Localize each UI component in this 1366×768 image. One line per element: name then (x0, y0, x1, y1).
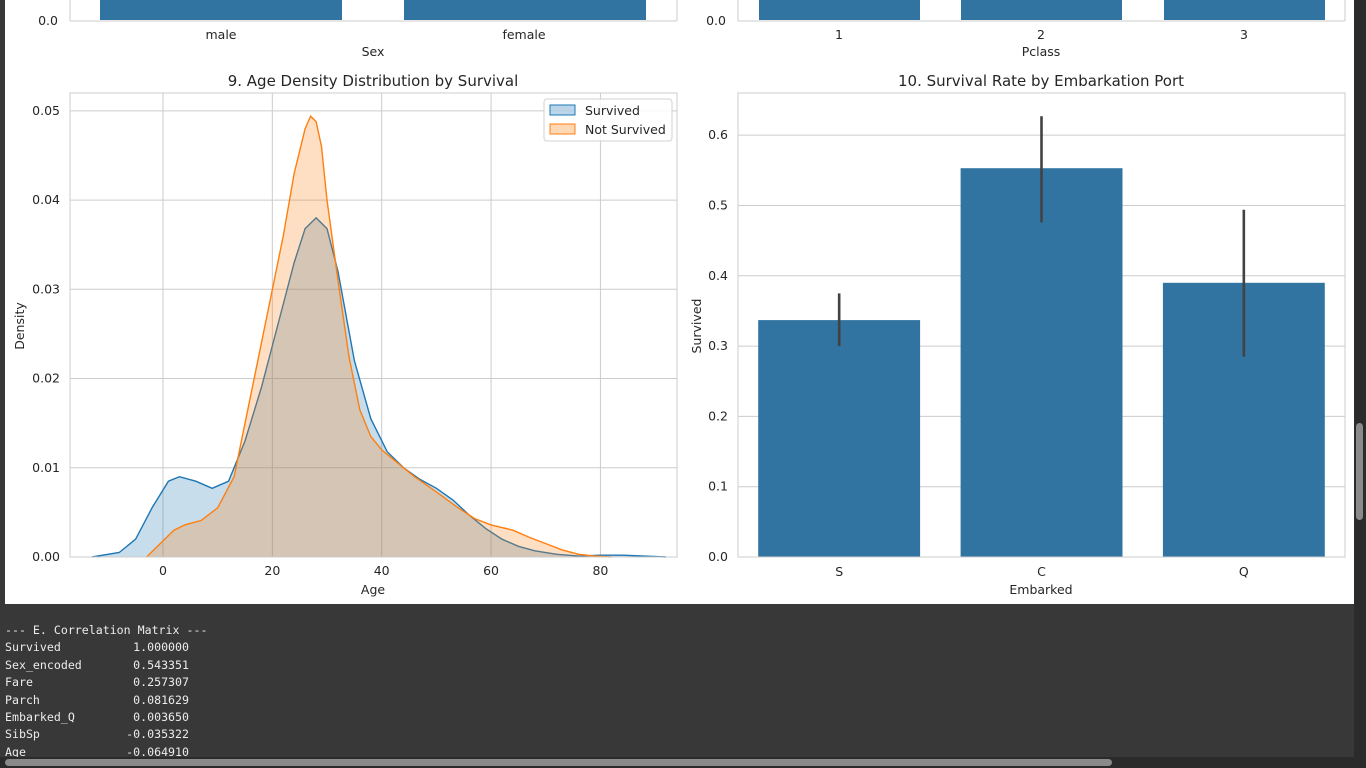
y-tick-label: 0.6 (708, 127, 728, 142)
bar-pclass-1 (759, 0, 920, 20)
y-tick-label: 0.0 (38, 13, 58, 28)
plot-frame (69, 92, 678, 558)
y-tick-label: 0.02 (32, 371, 60, 386)
bar-C (960, 168, 1123, 557)
feature-name: Survived (5, 640, 61, 655)
y-tick-label: 0.2 (708, 408, 728, 423)
legend-label: Survived (585, 103, 640, 118)
chart-title: 9. Age Density Distribution by Survival (228, 72, 519, 90)
chart-title: 10. Survival Rate by Embarkation Port (898, 72, 1184, 90)
y-tick-label: 0.05 (32, 103, 60, 118)
x-axis-label: Embarked (1009, 582, 1072, 597)
correlation-value: 0.543351 (133, 657, 189, 672)
vertical-scrollbar[interactable] (1354, 0, 1366, 768)
vertical-scrollbar-thumb[interactable] (1356, 423, 1363, 520)
y-tick-label: 0.00 (32, 549, 60, 564)
y-tick-label: 0.1 (708, 479, 728, 494)
density-areas (91, 114, 667, 558)
y-tick-label: 0.0 (708, 549, 728, 564)
x-axis-label: Pclass (1022, 44, 1061, 59)
axis-ticks: 0.0 0.1 0.2 0.3 0.4 0.5 0.6 S C Q (708, 127, 1249, 579)
bar-female (404, 0, 646, 20)
legend: Survived Not Survived (543, 98, 673, 142)
y-tick-label: 0.0 (706, 13, 726, 28)
y-tick-label: 0.4 (708, 268, 728, 283)
x-axis-label: Age (361, 582, 385, 597)
correlation-value: 0.003650 (133, 709, 189, 724)
correlation-row: Survived 1.000000 (5, 639, 1354, 656)
density-line-not-survived (146, 114, 612, 558)
embarkation-survival-chart: 10. Survival Rate by Embarkation Port 0.… (689, 72, 1346, 597)
feature-name: Parch (5, 692, 40, 707)
x-tick-label: 2 (1037, 27, 1045, 42)
x-tick-label: S (835, 564, 843, 579)
matplotlib-figure: 0.0 male female Sex 0.0 1 2 3 Pclass 9. … (5, 0, 1354, 604)
x-tick-label: 0 (159, 563, 167, 578)
correlation-row: SibSp -0.035322 (5, 726, 1354, 743)
correlation-value: 0.081629 (133, 692, 189, 707)
correlation-row: Sex_encoded 0.543351 (5, 657, 1354, 674)
x-tick-label: 60 (483, 563, 499, 578)
y-tick-label: 0.04 (32, 192, 60, 207)
plot-frame (737, 92, 1346, 558)
correlation-list: Survived 1.000000 Sex_encoded 0.543351 Fare 0… (5, 639, 1354, 757)
x-tick-label: 1 (835, 27, 843, 42)
y-axis-label: Survived (689, 299, 704, 354)
correlation-row: Parch 0.081629 (5, 692, 1354, 709)
age-density-chart: 9. Age Density Distribution by Survival … (12, 72, 678, 597)
x-tick-label: Q (1239, 564, 1249, 579)
correlation-value: -0.064910 (126, 744, 189, 757)
bar-pclass-3 (1164, 0, 1325, 20)
x-tick-label: 80 (592, 563, 608, 578)
bar-S (758, 320, 921, 557)
bar-pclass-2 (961, 0, 1122, 20)
top-left-partial-plot: 0.0 male female Sex (38, 0, 678, 59)
correlation-value: -0.035322 (126, 727, 189, 742)
legend-box (543, 98, 673, 142)
density-area-not-survived (146, 116, 612, 557)
top-right-partial-plot: 0.0 1 2 3 Pclass (706, 0, 1346, 59)
x-tick-label: 20 (264, 563, 280, 578)
axis-ticks: 0 20 40 60 80 0.00 0.01 0.02 0.03 0.04 0.05 (32, 103, 608, 578)
correlation-row: Embarked_Q 0.003650 (5, 709, 1354, 726)
legend-swatch-survived (549, 104, 576, 116)
x-tick-label: C (1037, 564, 1046, 579)
x-tick-label: 3 (1240, 27, 1248, 42)
correlation-value: 0.257307 (133, 675, 189, 690)
bars (758, 116, 1325, 557)
legend-swatch-not-survived (549, 123, 576, 135)
cell-output: --- E. Correlation Matrix --- Survived 1.… (5, 622, 1354, 757)
x-tick-label: male (206, 27, 237, 42)
feature-name: Age (5, 744, 26, 757)
feature-name: SibSp (5, 727, 40, 742)
x-axis-label: Sex (362, 44, 385, 59)
correlation-row: Age -0.064910 (5, 744, 1354, 757)
output-header: --- E. Correlation Matrix --- (5, 623, 208, 637)
horizontal-scrollbar-thumb[interactable] (5, 759, 1112, 766)
feature-name: Embarked_Q (5, 709, 75, 724)
y-tick-label: 0.01 (32, 460, 60, 475)
x-tick-label: 40 (374, 563, 390, 578)
x-tick-label: female (502, 27, 545, 42)
legend-label: Not Survived (585, 122, 666, 137)
y-tick-label: 0.3 (708, 338, 728, 353)
bar-male (100, 0, 342, 20)
figure-canvas: 0.0 male female Sex 0.0 1 2 3 Pclass 9. … (12, 0, 1346, 597)
feature-name: Sex_encoded (5, 657, 82, 672)
y-tick-label: 0.03 (32, 281, 60, 296)
y-tick-label: 0.5 (708, 197, 728, 212)
correlation-row: Fare 0.257307 (5, 674, 1354, 691)
feature-name: Fare (5, 675, 33, 690)
density-line-survived (91, 216, 667, 558)
y-axis-label: Density (12, 302, 27, 350)
correlation-value: 1.000000 (133, 640, 189, 655)
